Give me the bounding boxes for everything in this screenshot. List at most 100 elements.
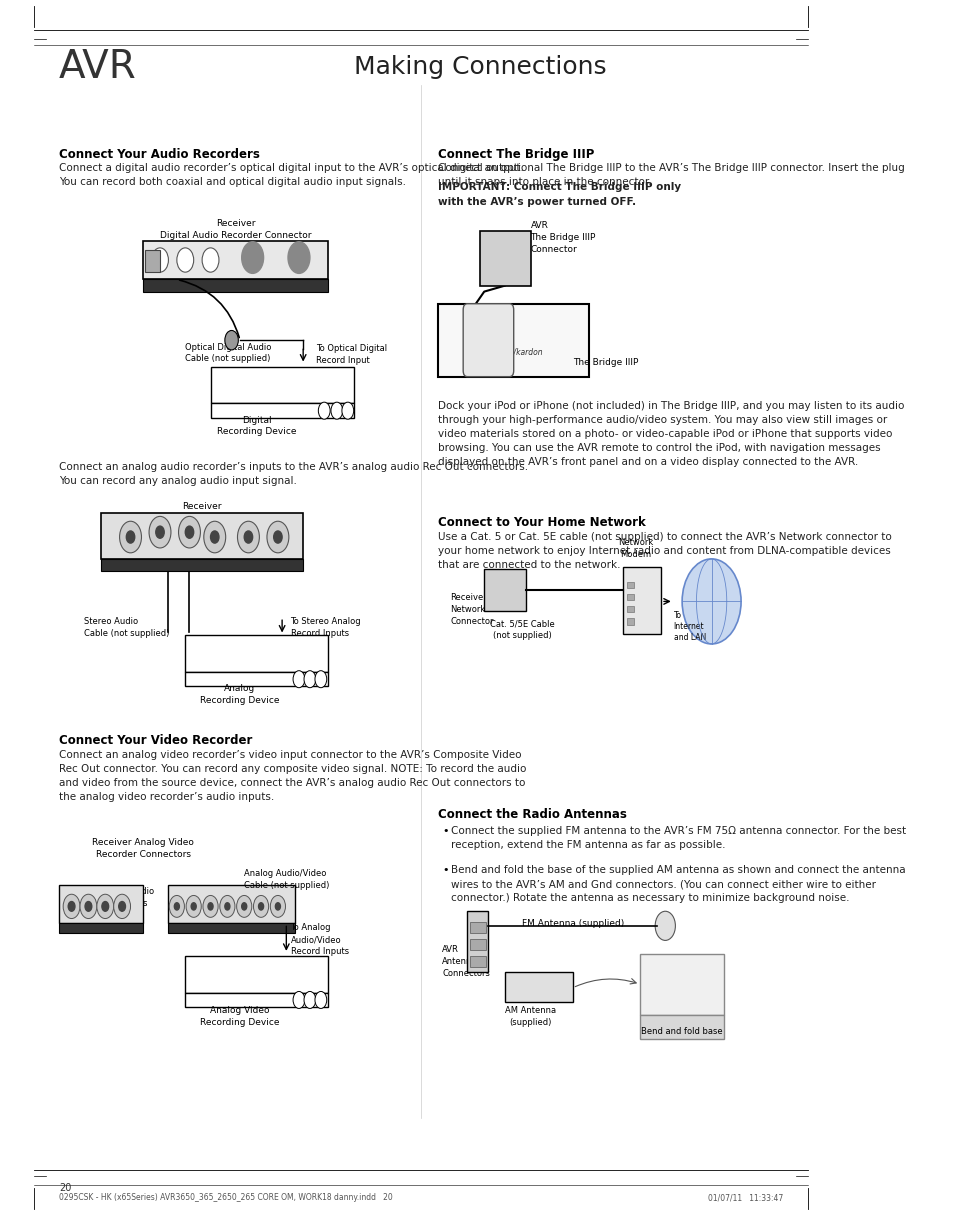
Text: Connect to Your Home Network: Connect to Your Home Network <box>437 516 645 530</box>
Text: Connect The Bridge IIIP: Connect The Bridge IIIP <box>437 148 594 162</box>
Circle shape <box>149 516 171 548</box>
Circle shape <box>203 895 218 917</box>
Text: Receiver Analog Video
Recorder Connectors: Receiver Analog Video Recorder Connector… <box>92 838 193 859</box>
Circle shape <box>204 521 226 553</box>
Bar <box>143 279 328 292</box>
Bar <box>470 956 485 967</box>
Bar <box>622 567 660 634</box>
Bar <box>101 559 303 571</box>
Text: Bend and fold base: Bend and fold base <box>640 1027 722 1035</box>
Circle shape <box>119 521 141 553</box>
Text: To Stereo Analog
Record Inputs: To Stereo Analog Record Inputs <box>291 617 361 638</box>
Text: To Analog
Audio/Video
Record Inputs: To Analog Audio/Video Record Inputs <box>291 923 348 956</box>
Circle shape <box>655 911 675 940</box>
Bar <box>169 923 294 933</box>
Text: Connect an analog video recorder’s video input connector to the AVR’s Composite : Connect an analog video recorder’s video… <box>59 750 526 802</box>
Circle shape <box>304 991 315 1008</box>
Text: 20: 20 <box>59 1183 71 1193</box>
Text: Analog
Recording Device: Analog Recording Device <box>200 684 279 705</box>
Circle shape <box>274 531 282 543</box>
Circle shape <box>275 903 280 910</box>
Circle shape <box>80 894 97 919</box>
Text: Use a Cat. 5 or Cat. 5E cable (not supplied) to connect the AVR’s Network connec: Use a Cat. 5 or Cat. 5E cable (not suppl… <box>437 532 891 570</box>
Circle shape <box>191 903 196 910</box>
Circle shape <box>241 903 247 910</box>
Circle shape <box>314 991 327 1008</box>
Bar <box>185 635 328 672</box>
Circle shape <box>270 895 285 917</box>
Bar <box>143 241 328 279</box>
Text: Connect the Radio Antennas: Connect the Radio Antennas <box>437 808 626 821</box>
Circle shape <box>314 671 327 688</box>
Bar <box>639 1015 723 1039</box>
Bar <box>484 569 526 611</box>
Circle shape <box>155 526 164 538</box>
Circle shape <box>63 894 80 919</box>
Text: Network
Modem: Network Modem <box>618 538 653 559</box>
Bar <box>185 956 328 993</box>
Bar <box>437 304 589 377</box>
Text: Dock your iPod or iPhone (not included) in The Bridge IIIP, and you may listen t: Dock your iPod or iPhone (not included) … <box>437 401 903 467</box>
Circle shape <box>219 895 234 917</box>
Text: Receiver
Network
Connector: Receiver Network Connector <box>450 593 494 626</box>
Text: •: • <box>441 826 448 836</box>
Text: Connect Your Video Recorder: Connect Your Video Recorder <box>59 734 252 747</box>
FancyBboxPatch shape <box>463 304 513 377</box>
Circle shape <box>293 991 305 1008</box>
Bar <box>101 513 303 559</box>
Text: AVR
Antenna
Connectors: AVR Antenna Connectors <box>441 945 490 978</box>
Bar <box>211 367 354 403</box>
Circle shape <box>69 902 75 911</box>
Text: Cat. 5/5E Cable
(not supplied): Cat. 5/5E Cable (not supplied) <box>489 620 554 640</box>
Text: with the AVR’s power turned OFF.: with the AVR’s power turned OFF. <box>437 197 636 207</box>
Bar <box>627 594 634 600</box>
Circle shape <box>202 248 219 272</box>
Text: To Optical Digital
Record Input: To Optical Digital Record Input <box>315 344 387 364</box>
Text: Analog Video
Recording Device: Analog Video Recording Device <box>200 1006 279 1027</box>
Circle shape <box>176 248 193 272</box>
Bar <box>627 618 634 625</box>
Bar <box>185 672 328 686</box>
Circle shape <box>267 521 289 553</box>
Circle shape <box>244 531 253 543</box>
Bar <box>505 972 572 1002</box>
Bar <box>467 911 488 972</box>
Text: harman/kardon: harman/kardon <box>484 347 542 357</box>
Circle shape <box>97 894 113 919</box>
Text: The Bridge IIIP: The Bridge IIIP <box>572 358 638 367</box>
Text: IMPORTANT: Connect The Bridge IIIP only: IMPORTANT: Connect The Bridge IIIP only <box>437 182 680 192</box>
Circle shape <box>225 330 238 350</box>
Circle shape <box>126 531 134 543</box>
Text: Making Connections: Making Connections <box>354 55 606 79</box>
Circle shape <box>169 895 184 917</box>
Text: Stereo Audio
Cable (not supplied): Stereo Audio Cable (not supplied) <box>84 617 170 638</box>
Circle shape <box>681 559 740 644</box>
Circle shape <box>186 895 201 917</box>
Bar <box>185 993 328 1007</box>
Text: •: • <box>441 865 448 875</box>
Text: Digital
Recording Device: Digital Recording Device <box>217 416 296 436</box>
Circle shape <box>237 521 259 553</box>
Circle shape <box>288 242 310 273</box>
Circle shape <box>118 902 126 911</box>
Circle shape <box>102 902 109 911</box>
Circle shape <box>185 526 193 538</box>
Bar <box>145 250 160 272</box>
Text: Bend and fold the base of the supplied AM antenna as shown and connect the anten: Bend and fold the base of the supplied A… <box>450 865 904 903</box>
Text: AVR
The Bridge IIIP
Connector: AVR The Bridge IIIP Connector <box>530 221 596 254</box>
Bar <box>59 923 143 933</box>
Bar <box>627 606 634 612</box>
Bar <box>169 885 294 923</box>
Text: Connect an optional The Bridge IIIP to the AVR’s The Bridge IIIP connector. Inse: Connect an optional The Bridge IIIP to t… <box>437 163 903 187</box>
Circle shape <box>258 903 263 910</box>
Circle shape <box>152 248 169 272</box>
Circle shape <box>341 402 354 419</box>
Text: Receiver
Digital Audio Recorder Connector: Receiver Digital Audio Recorder Connecto… <box>160 219 312 239</box>
Circle shape <box>225 903 230 910</box>
Text: Receiver Analog Audio
Recorder Connectors: Receiver Analog Audio Recorder Connector… <box>59 887 154 908</box>
Circle shape <box>318 402 330 419</box>
Text: AM Antenna
(supplied): AM Antenna (supplied) <box>504 1006 556 1027</box>
Text: 0295CSK - HK (x65Series) AVR3650_365_2650_265 CORE OM, WORK18 danny.indd   20: 0295CSK - HK (x65Series) AVR3650_365_265… <box>59 1193 393 1203</box>
Circle shape <box>174 903 179 910</box>
Bar <box>470 922 485 933</box>
